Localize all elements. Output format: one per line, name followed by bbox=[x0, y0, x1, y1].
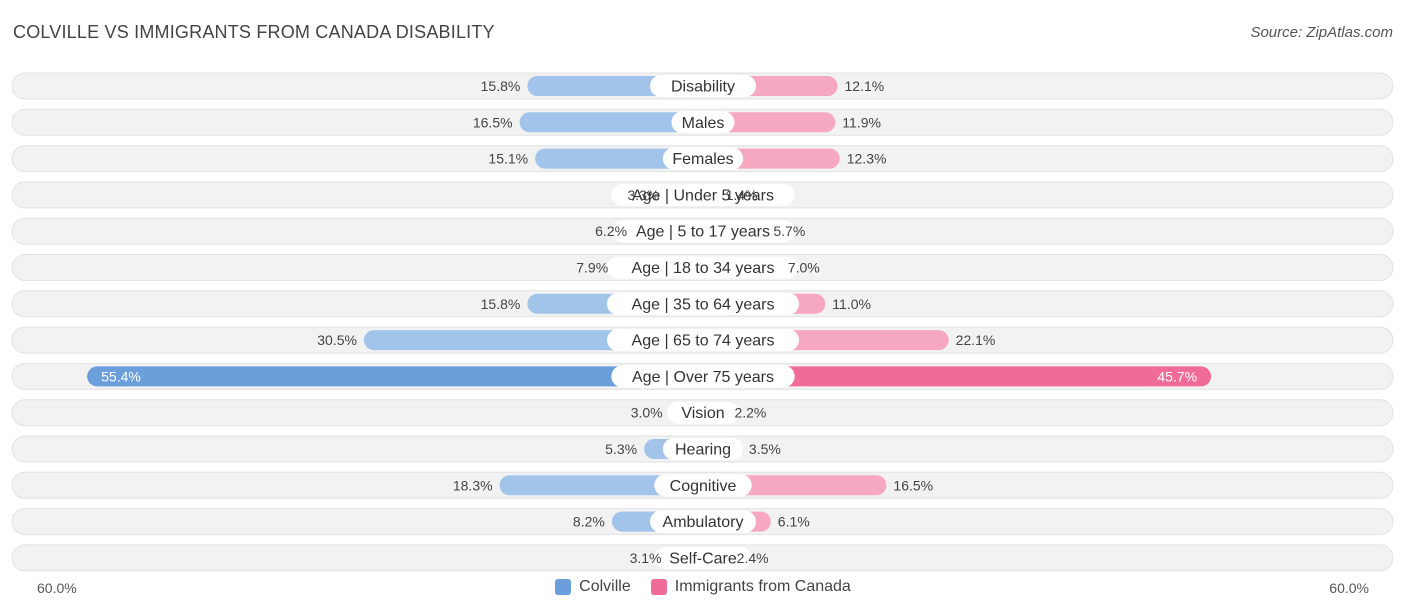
category-label-pill bbox=[650, 510, 756, 533]
value-label-immigrants: 11.9% bbox=[842, 114, 881, 130]
value-label-immigrants: 1.4% bbox=[726, 187, 758, 203]
axis-right-label: 60.0% bbox=[1329, 580, 1369, 596]
category-label-pill bbox=[654, 546, 752, 569]
category-label: Age | Under 5 years bbox=[632, 187, 774, 204]
category-label-pill bbox=[654, 474, 752, 497]
bar-colville bbox=[519, 112, 703, 133]
category-label: Disability bbox=[671, 79, 735, 96]
value-label-colville: 3.0% bbox=[631, 405, 663, 421]
value-label-immigrants: 11.0% bbox=[832, 296, 871, 312]
category-label: Cognitive bbox=[670, 478, 737, 495]
value-label-immigrants: 6.1% bbox=[778, 514, 810, 530]
value-label-immigrants: 16.5% bbox=[893, 477, 933, 493]
category-label-pill bbox=[607, 329, 799, 352]
legend-label-immigrants: Immigrants from Canada bbox=[674, 578, 851, 595]
category-label: Self-Care bbox=[669, 550, 737, 567]
category-label: Females bbox=[672, 151, 733, 168]
value-label-colville: 30.5% bbox=[317, 332, 357, 348]
value-label-colville: 18.3% bbox=[453, 477, 493, 493]
value-label-immigrants: 22.1% bbox=[956, 332, 996, 348]
category-label: Age | 65 to 74 years bbox=[632, 333, 775, 350]
value-label-colville: 8.2% bbox=[573, 514, 605, 530]
value-label-immigrants: 7.0% bbox=[788, 260, 820, 276]
category-label-pill bbox=[662, 147, 744, 170]
category-label-pill bbox=[662, 438, 744, 460]
legend-label-colville: Colville bbox=[579, 578, 631, 595]
value-label-colville: 7.9% bbox=[576, 260, 608, 276]
legend: Colville Immigrants from Canada bbox=[0, 578, 1406, 596]
category-label-pill bbox=[671, 111, 735, 134]
value-label-colville: 5.3% bbox=[605, 441, 637, 457]
category-label: Age | Over 75 years bbox=[632, 369, 774, 386]
value-label-immigrants: 12.1% bbox=[845, 78, 885, 94]
category-label: Males bbox=[682, 115, 725, 132]
bar-colville bbox=[535, 148, 703, 169]
value-label-immigrants: 2.2% bbox=[734, 405, 766, 421]
value-label-colville: 6.2% bbox=[595, 223, 627, 239]
category-label-pill bbox=[607, 256, 799, 279]
legend-item-immigrants: Immigrants from Canada bbox=[650, 578, 851, 596]
bar-immigrants bbox=[703, 366, 1212, 387]
source-note: Source: ZipAtlas.com bbox=[1250, 24, 1393, 41]
chart-title: COLVILLE VS IMMIGRANTS FROM CANADA DISAB… bbox=[13, 22, 495, 42]
value-label-immigrants: 2.4% bbox=[737, 550, 769, 566]
legend-item-colville: Colville bbox=[555, 578, 631, 596]
chart-area: Disability 15.8% 12.1% Males 16.5% 11.9% Femal… bbox=[11, 72, 1394, 572]
value-label-immigrants: 12.3% bbox=[847, 151, 887, 167]
category-label-pill bbox=[607, 292, 799, 315]
value-label-colville: 3.3% bbox=[627, 187, 659, 203]
bar-colville bbox=[87, 366, 704, 387]
value-label-immigrants: 5.7% bbox=[773, 223, 805, 239]
category-label: Hearing bbox=[675, 442, 731, 459]
value-label-colville: 15.1% bbox=[488, 151, 528, 167]
value-label-immigrants: 3.5% bbox=[749, 441, 781, 457]
category-label-pill bbox=[667, 401, 739, 424]
axis-left-label: 60.0% bbox=[37, 580, 77, 596]
category-label: Age | 5 to 17 years bbox=[636, 224, 770, 241]
value-label-colville: 55.4% bbox=[101, 368, 141, 384]
bar-colville bbox=[499, 475, 703, 496]
value-label-immigrants: 45.7% bbox=[1157, 368, 1197, 384]
value-label-colville: 16.5% bbox=[473, 114, 513, 130]
category-label: Ambulatory bbox=[663, 514, 744, 531]
legend-swatch-colville bbox=[555, 579, 572, 595]
category-label: Age | 18 to 34 years bbox=[632, 260, 775, 277]
category-label: Vision bbox=[681, 405, 724, 422]
bar-immigrants bbox=[703, 112, 836, 133]
category-label-pill bbox=[611, 183, 795, 206]
legend-swatch-immigrants bbox=[650, 579, 667, 595]
category-label-pill bbox=[611, 220, 795, 243]
value-label-colville: 3.1% bbox=[630, 550, 662, 566]
category-label-pill bbox=[611, 365, 795, 388]
value-label-colville: 15.8% bbox=[481, 296, 521, 312]
category-label-pill bbox=[650, 75, 756, 97]
value-label-colville: 15.8% bbox=[481, 78, 521, 94]
category-label: Age | 35 to 64 years bbox=[632, 296, 775, 313]
